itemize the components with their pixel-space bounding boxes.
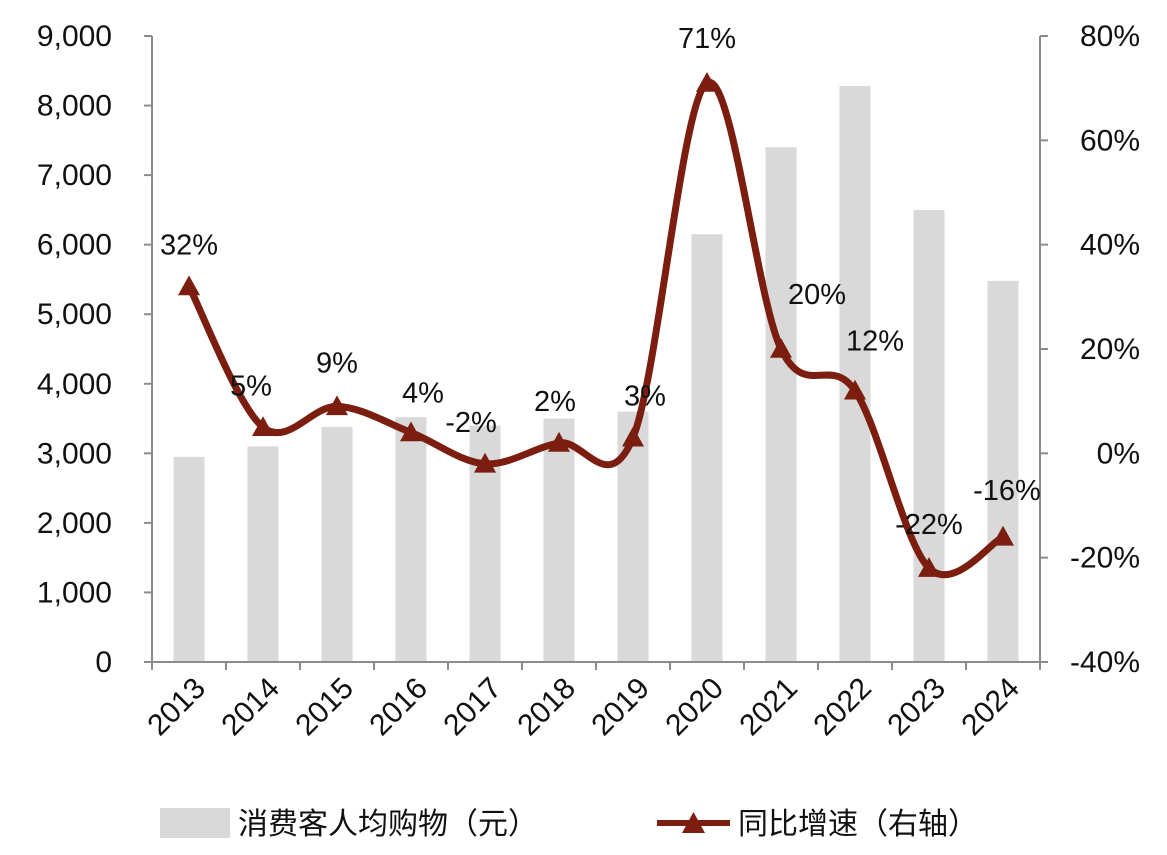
x-tick-label: 2013 (141, 672, 212, 743)
right-tick-label: 0% (1097, 437, 1140, 470)
growth-marker-2020 (696, 71, 718, 92)
right-tick-label: 20% (1080, 333, 1140, 366)
growth-label-2013: 32% (160, 229, 218, 261)
legend-line-marker (682, 812, 705, 833)
right-tick-label: 40% (1080, 229, 1140, 262)
left-tick-label: 7,000 (37, 159, 112, 192)
growth-label-2024: -16% (973, 475, 1041, 507)
labels-layer: 32% 5% 9% 4%-2% 2% 3% 71% 20%12% -22% -16% (160, 23, 1041, 541)
bar-2013 (173, 456, 205, 662)
growth-label-2015: 9% (316, 347, 358, 379)
left-tick-label: 2,000 (37, 507, 112, 540)
x-tick-label: 2024 (955, 672, 1026, 743)
left-tick-label: 6,000 (37, 229, 112, 262)
growth-marker-2021 (770, 338, 792, 358)
right-tick-label: 60% (1080, 124, 1140, 157)
x-tick-label: 2018 (511, 672, 582, 743)
bar-2021 (765, 147, 797, 663)
growth-label-2018: 2% (534, 386, 576, 418)
bar-2022 (839, 86, 871, 662)
x-tick-label: 2017 (437, 672, 508, 743)
x-tick-label: 2016 (363, 672, 434, 743)
bar-2024 (987, 280, 1019, 662)
x-tick-label: 2020 (659, 672, 730, 743)
growth-label-2017: -2% (445, 407, 497, 439)
legend-bar-label: 消费客人均购物（元） (238, 807, 538, 842)
left-tick-label: 5,000 (37, 298, 112, 331)
left-tick-label: 9,000 (37, 20, 112, 53)
growth-label-2014: 5% (230, 370, 272, 402)
right-tick-label: -20% (1070, 542, 1140, 575)
growth-marker-2014 (252, 416, 274, 437)
x-tick-label: 2022 (807, 672, 878, 743)
legend-bar-swatch (160, 808, 230, 838)
growth-label-2022: 12% (846, 326, 904, 358)
bar-2020 (691, 234, 723, 662)
legend: 消费客人均购物（元） 同比增速（右轴） (160, 807, 978, 842)
growth-marker-2013 (178, 275, 200, 296)
bar-2018 (543, 418, 575, 662)
x-tick-label: 2015 (289, 672, 360, 743)
growth-marker-2019 (622, 426, 644, 447)
growth-marker-2017 (474, 452, 496, 473)
bar-2015 (321, 426, 353, 662)
growth-marker-2024 (992, 525, 1014, 546)
growth-label-2016: 4% (402, 377, 444, 409)
growth-marker-2015 (326, 395, 348, 416)
left-tick-label: 4,000 (37, 368, 112, 401)
right-tick-label: -40% (1070, 646, 1140, 679)
growth-label-2019: 3% (624, 381, 666, 413)
x-tick-label: 2019 (585, 672, 656, 743)
growth-label-2021: 20% (788, 279, 846, 311)
left-tick-label: 8,000 (37, 90, 112, 123)
x-tick-label: 2021 (733, 672, 804, 743)
bars-layer (173, 86, 1019, 663)
bar-2019 (617, 411, 649, 662)
bar-2016 (395, 417, 427, 662)
growth-label-2023: -22% (895, 509, 963, 541)
left-tick-label: 1,000 (37, 576, 112, 609)
left-tick-label: 3,000 (37, 437, 112, 470)
growth-marker-2016 (400, 421, 422, 442)
growth-marker-2018 (548, 431, 570, 452)
x-tick-label: 2023 (881, 672, 952, 743)
growth-marker-2023 (918, 557, 940, 577)
bar-2023 (913, 209, 945, 662)
line-layer (178, 71, 1014, 579)
x-tick-label: 2014 (215, 672, 286, 743)
bar-2014 (247, 446, 279, 662)
right-tick-label: 80% (1080, 20, 1140, 53)
legend-line-label: 同比增速（右轴） (738, 807, 978, 842)
left-tick-label: 0 (95, 646, 112, 679)
growth-marker-2022 (844, 379, 866, 400)
growth-label-2020: 71% (678, 23, 736, 55)
